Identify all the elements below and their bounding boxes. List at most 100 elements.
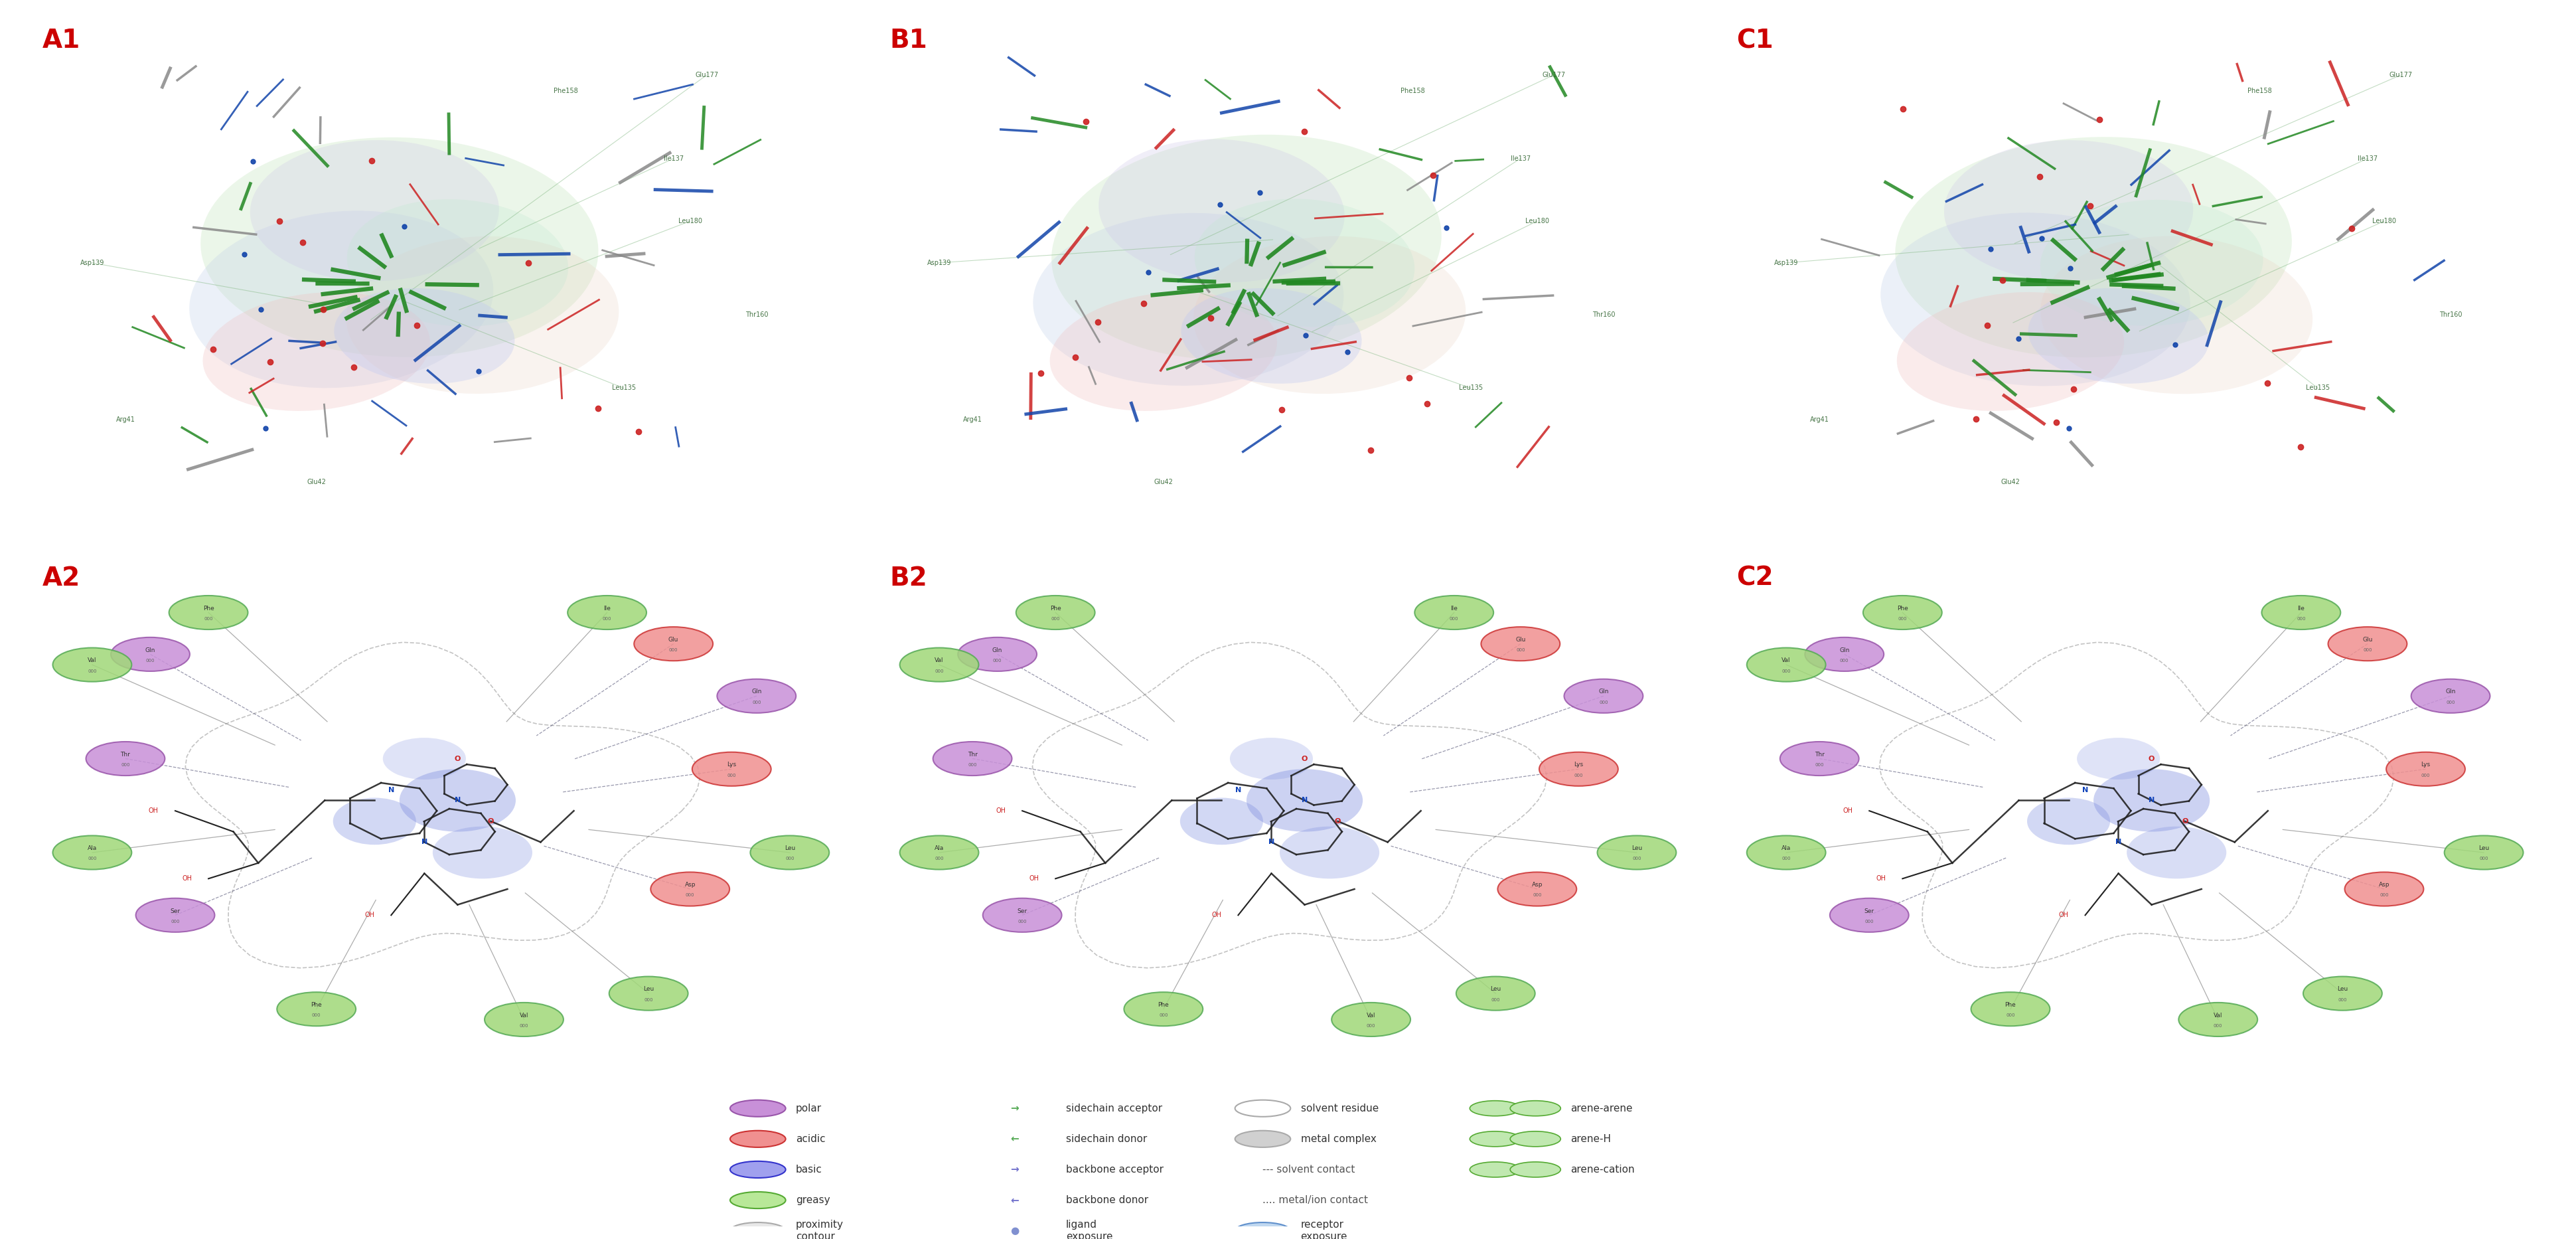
Text: N: N <box>1234 787 1242 793</box>
Text: Val: Val <box>1365 1012 1376 1018</box>
Text: C1: C1 <box>1736 28 1772 53</box>
Text: Arg41: Arg41 <box>116 416 134 422</box>
Ellipse shape <box>170 596 247 629</box>
Text: 000: 000 <box>1899 617 1906 621</box>
Ellipse shape <box>1097 139 1345 282</box>
Text: Leu: Leu <box>644 986 654 992</box>
Ellipse shape <box>1564 679 1643 712</box>
Text: O: O <box>453 756 461 762</box>
Ellipse shape <box>1862 596 1942 629</box>
Text: ←: ← <box>1010 1134 1018 1144</box>
Text: Leu: Leu <box>2336 986 2349 992</box>
Ellipse shape <box>484 1002 564 1037</box>
Text: Leu180: Leu180 <box>677 218 703 224</box>
Text: 000: 000 <box>2478 857 2488 861</box>
Ellipse shape <box>1332 1002 1412 1037</box>
Text: Glu177: Glu177 <box>1543 72 1566 78</box>
Ellipse shape <box>1247 769 1363 831</box>
Text: N: N <box>1267 839 1275 845</box>
Ellipse shape <box>899 835 979 870</box>
Text: Leu135: Leu135 <box>611 385 636 392</box>
Ellipse shape <box>2076 737 2159 779</box>
Ellipse shape <box>2128 826 2226 878</box>
Ellipse shape <box>2262 596 2342 629</box>
Text: 000: 000 <box>1492 997 1499 1001</box>
Text: Lys: Lys <box>726 762 737 768</box>
Text: OH: OH <box>149 808 160 814</box>
Text: O: O <box>1334 818 1342 825</box>
Text: Phe158: Phe158 <box>554 87 577 94</box>
Text: 000: 000 <box>992 659 1002 663</box>
Text: N: N <box>2081 787 2089 793</box>
Text: Glu: Glu <box>2362 637 2372 643</box>
Text: 000: 000 <box>1865 919 1873 923</box>
Text: Thr: Thr <box>1814 752 1824 757</box>
Text: Thr: Thr <box>121 752 131 757</box>
Ellipse shape <box>984 898 1061 932</box>
Text: backbone acceptor: backbone acceptor <box>1066 1165 1164 1175</box>
Ellipse shape <box>1747 648 1826 681</box>
Text: receptor
exposure: receptor exposure <box>1301 1220 1347 1239</box>
Text: Asp: Asp <box>1533 882 1543 888</box>
Ellipse shape <box>278 992 355 1026</box>
Text: 000: 000 <box>1018 919 1028 923</box>
Text: Asp139: Asp139 <box>80 259 103 266</box>
Ellipse shape <box>85 742 165 776</box>
Text: 000: 000 <box>2447 700 2455 704</box>
Text: 000: 000 <box>1051 617 1059 621</box>
Text: Phe: Phe <box>204 606 214 611</box>
Text: 000: 000 <box>1783 669 1790 673</box>
Text: A2: A2 <box>41 565 80 591</box>
Text: 000: 000 <box>88 669 98 673</box>
Text: proximity
contour: proximity contour <box>796 1220 842 1239</box>
Ellipse shape <box>2445 835 2524 870</box>
Ellipse shape <box>729 1100 786 1116</box>
Text: Lys: Lys <box>1574 762 1584 768</box>
Text: Ile137: Ile137 <box>665 155 683 162</box>
Text: Gln: Gln <box>2445 689 2455 695</box>
Text: Ile: Ile <box>603 606 611 611</box>
Ellipse shape <box>1180 798 1262 845</box>
Ellipse shape <box>1880 213 2190 387</box>
Text: 000: 000 <box>786 857 793 861</box>
Text: Asp: Asp <box>685 882 696 888</box>
Ellipse shape <box>1497 872 1577 906</box>
Ellipse shape <box>1471 1100 1520 1116</box>
Text: 000: 000 <box>2380 893 2388 897</box>
Ellipse shape <box>1471 1131 1520 1146</box>
Ellipse shape <box>2329 627 2406 660</box>
Ellipse shape <box>1051 135 1443 359</box>
Text: metal complex: metal complex <box>1301 1134 1376 1144</box>
Text: Phe: Phe <box>312 1002 322 1007</box>
Ellipse shape <box>111 637 191 672</box>
Text: Leu: Leu <box>1631 845 1641 851</box>
Text: 000: 000 <box>1365 1023 1376 1028</box>
Text: N: N <box>422 839 428 845</box>
Text: O: O <box>2148 756 2154 762</box>
Text: 000: 000 <box>1533 893 1540 897</box>
Text: 000: 000 <box>1159 1014 1167 1017</box>
Text: 000: 000 <box>935 857 943 861</box>
Text: 000: 000 <box>121 763 129 767</box>
Text: 000: 000 <box>726 773 737 777</box>
Text: Phe: Phe <box>1157 1002 1170 1007</box>
Text: A1: A1 <box>41 28 80 53</box>
Text: OH: OH <box>2058 912 2069 918</box>
Text: 000: 000 <box>312 1014 322 1017</box>
Text: OH: OH <box>183 875 191 882</box>
Text: Leu135: Leu135 <box>1458 385 1484 392</box>
Ellipse shape <box>1015 596 1095 629</box>
Text: Val: Val <box>1783 658 1790 664</box>
Ellipse shape <box>1234 1223 1291 1239</box>
Text: Ser: Ser <box>1018 908 1028 914</box>
Text: N: N <box>453 797 461 804</box>
Text: sidechain acceptor: sidechain acceptor <box>1066 1104 1162 1114</box>
Ellipse shape <box>1780 742 1860 776</box>
Ellipse shape <box>399 769 515 831</box>
Text: ⊙: ⊙ <box>1517 1105 1522 1111</box>
Ellipse shape <box>1195 198 1414 327</box>
Text: Glu42: Glu42 <box>1154 478 1172 486</box>
Text: 000: 000 <box>1450 617 1458 621</box>
Ellipse shape <box>1193 237 1466 394</box>
Text: N: N <box>2148 797 2154 804</box>
